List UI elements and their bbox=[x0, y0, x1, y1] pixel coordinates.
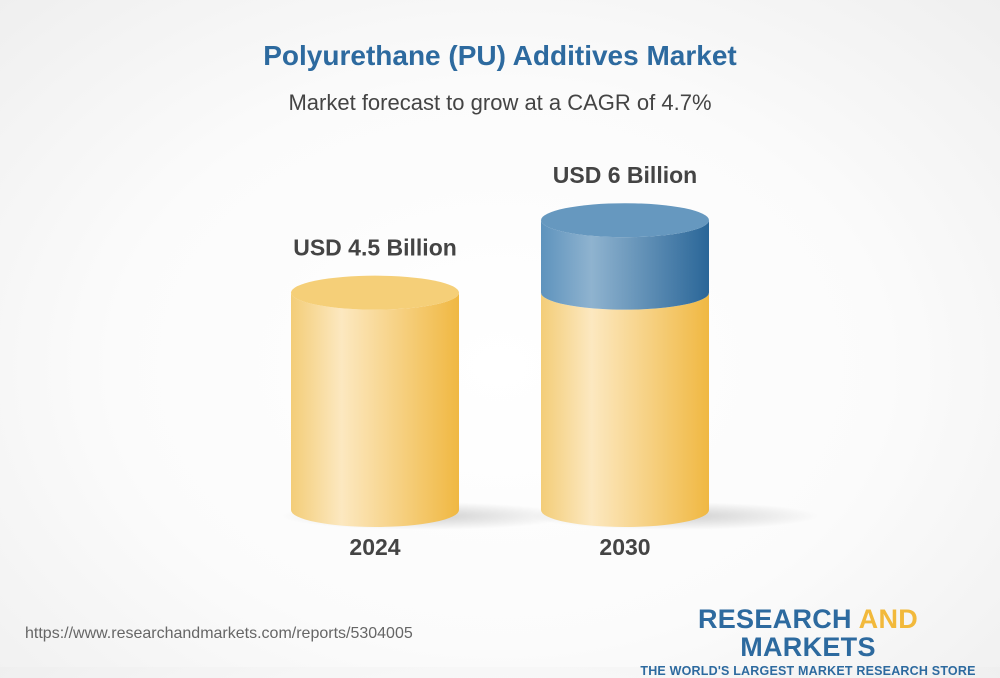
report-url[interactable]: https://www.researchandmarkets.com/repor… bbox=[25, 625, 413, 642]
cylinder-body-base bbox=[291, 292, 459, 527]
research-and-markets-logo: RESEARCH AND MARKETS THE WORLD'S LARGEST… bbox=[640, 605, 976, 678]
data-label: USD 4.5 Billion bbox=[293, 235, 457, 261]
chart-subtitle: Market forecast to grow at a CAGR of 4.7… bbox=[288, 90, 712, 115]
cylinder-top-base bbox=[291, 275, 459, 310]
data-label: USD 6 Billion bbox=[553, 162, 697, 188]
logo-text-and: AND bbox=[858, 604, 919, 634]
logo-tagline: THE WORLD'S LARGEST MARKET RESEARCH STOR… bbox=[640, 664, 976, 678]
chart-title: Polyurethane (PU) Additives Market bbox=[263, 40, 737, 71]
cylinder-body-growth bbox=[541, 220, 709, 310]
cylinder-body-base bbox=[541, 292, 709, 527]
cylinder-top-growth bbox=[541, 203, 709, 238]
x-tick-label: 2024 bbox=[349, 534, 400, 560]
logo-text-research: RESEARCH bbox=[697, 604, 859, 634]
logo-text-markets: MARKETS bbox=[740, 632, 876, 662]
x-tick-label: 2030 bbox=[599, 534, 650, 560]
